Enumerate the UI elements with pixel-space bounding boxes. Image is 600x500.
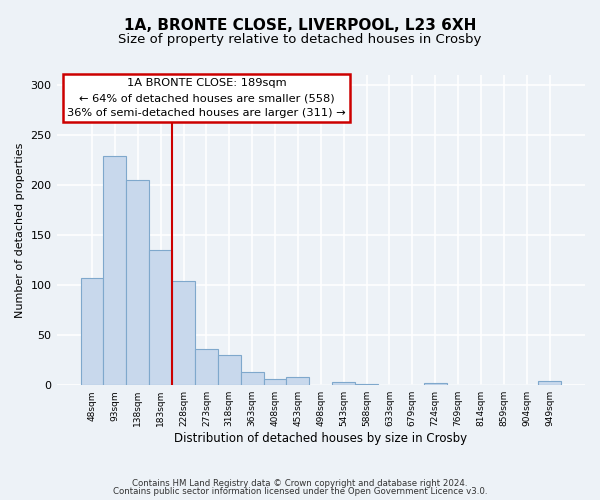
Text: 1A, BRONTE CLOSE, LIVERPOOL, L23 6XH: 1A, BRONTE CLOSE, LIVERPOOL, L23 6XH bbox=[124, 18, 476, 32]
Bar bbox=[80, 278, 103, 385]
Bar bbox=[172, 281, 195, 385]
Text: 1A BRONTE CLOSE: 189sqm
← 64% of detached houses are smaller (558)
36% of semi-d: 1A BRONTE CLOSE: 189sqm ← 64% of detache… bbox=[67, 78, 346, 118]
Bar bbox=[263, 379, 286, 385]
Text: Size of property relative to detached houses in Crosby: Size of property relative to detached ho… bbox=[118, 32, 482, 46]
Text: Contains public sector information licensed under the Open Government Licence v3: Contains public sector information licen… bbox=[113, 487, 487, 496]
Bar bbox=[286, 377, 310, 385]
X-axis label: Distribution of detached houses by size in Crosby: Distribution of detached houses by size … bbox=[174, 432, 467, 445]
Y-axis label: Number of detached properties: Number of detached properties bbox=[15, 142, 25, 318]
Text: Contains HM Land Registry data © Crown copyright and database right 2024.: Contains HM Land Registry data © Crown c… bbox=[132, 478, 468, 488]
Bar bbox=[424, 383, 446, 385]
Bar bbox=[241, 372, 263, 385]
Bar bbox=[195, 349, 218, 385]
Bar bbox=[103, 156, 127, 385]
Bar bbox=[127, 180, 149, 385]
Bar bbox=[355, 384, 378, 385]
Bar bbox=[149, 250, 172, 385]
Bar bbox=[538, 381, 561, 385]
Bar bbox=[332, 382, 355, 385]
Bar bbox=[218, 355, 241, 385]
